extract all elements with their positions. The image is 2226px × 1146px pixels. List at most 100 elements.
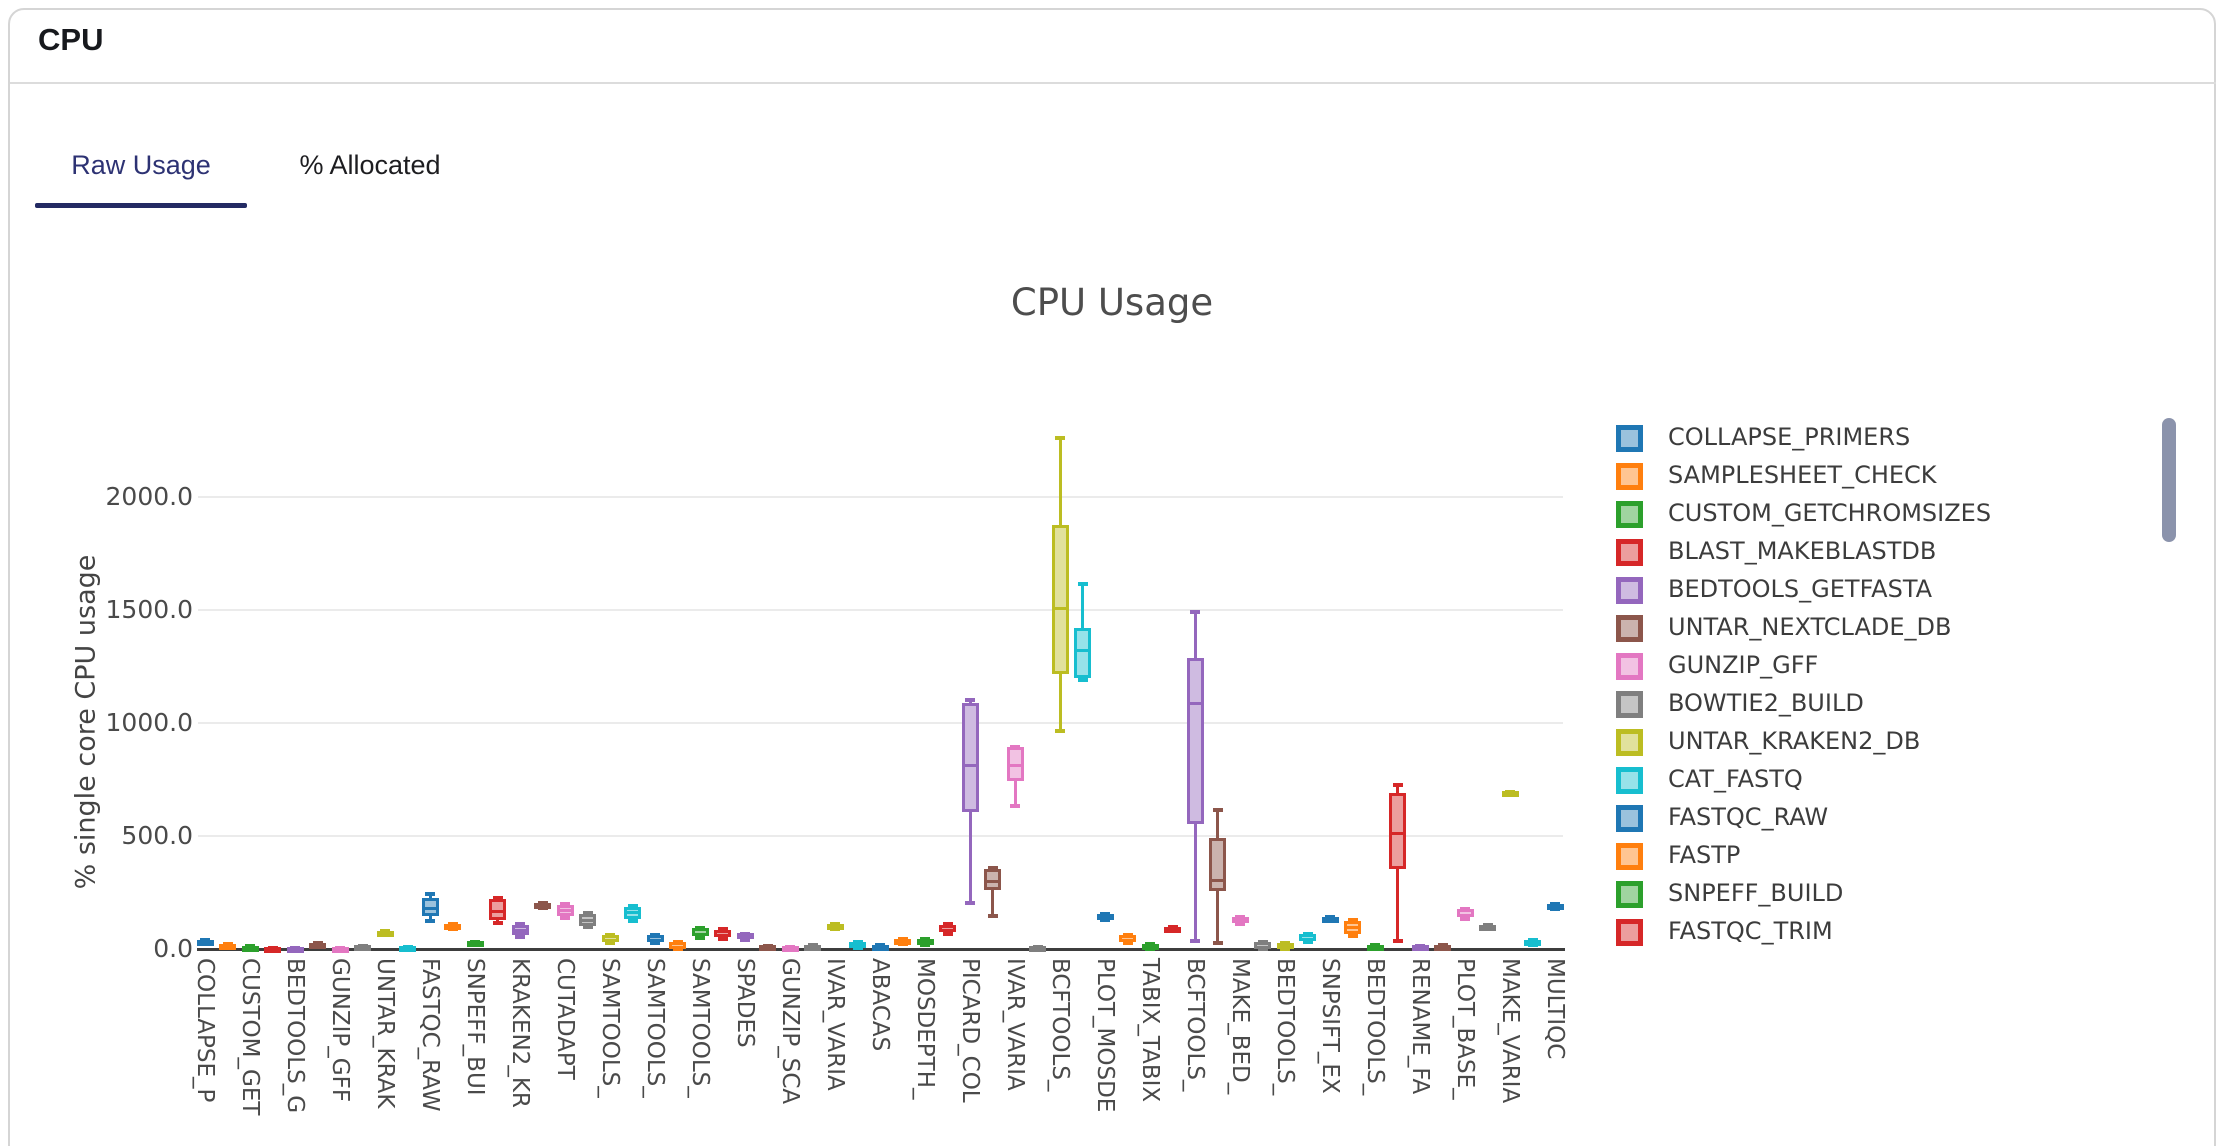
box-plot-box[interactable] — [1479, 924, 1497, 931]
box-plot-median — [1077, 649, 1089, 653]
tab-raw-usage[interactable]: Raw Usage — [71, 150, 211, 180]
box-plot-box[interactable] — [1434, 944, 1452, 951]
box-plot-box[interactable] — [1074, 627, 1092, 679]
box-plot-box[interactable] — [1209, 838, 1227, 891]
box-plot-whisker-cap — [1460, 906, 1471, 911]
box-plot-median — [1347, 926, 1359, 930]
box-plot-whisker-cap — [1077, 581, 1088, 586]
box-plot-box[interactable] — [219, 944, 237, 951]
x-tick-label: BCFTOOLS_ — [1182, 958, 1209, 1092]
box-plot-box[interactable] — [331, 947, 349, 954]
box-plot-whisker-cap — [1190, 609, 1201, 614]
box-plot-box[interactable] — [1389, 793, 1407, 869]
box-plot-box[interactable] — [691, 927, 709, 937]
box-plot-whisker-cap — [1392, 783, 1403, 788]
box-plot-box[interactable] — [1051, 525, 1069, 674]
box-plot-whisker-cap — [1235, 922, 1246, 927]
box-plot-whisker-cap — [1122, 941, 1133, 946]
x-tick-label: BEDTOOLS_G — [282, 958, 309, 1114]
box-plot-box[interactable] — [871, 944, 889, 951]
box-plot-box[interactable] — [376, 931, 394, 938]
box-plot-box[interactable] — [309, 942, 327, 949]
box-plot-box[interactable] — [1141, 944, 1159, 951]
box-plot-median — [1009, 763, 1021, 767]
box-plot-whisker-cap — [515, 934, 526, 939]
box-plot-median — [1054, 607, 1066, 611]
tab-percent-allocated[interactable]: % Allocated — [299, 150, 441, 180]
gridline — [198, 609, 1563, 611]
box-plot-box[interactable] — [1096, 914, 1114, 921]
x-tick-label: KRAKEN2_KR — [507, 958, 534, 1108]
box-plot-box[interactable] — [489, 898, 507, 920]
y-tick-label: 1000.0 — [105, 708, 193, 737]
box-plot-median — [559, 909, 571, 913]
box-plot-median — [1392, 831, 1404, 835]
legend-scrollbar-thumb[interactable] — [2162, 418, 2176, 542]
box-plot-box[interactable] — [1276, 943, 1294, 950]
box-plot-box[interactable] — [1524, 939, 1542, 946]
box-plot-whisker-cap — [965, 900, 976, 905]
box-plot-whisker-cap — [987, 865, 998, 870]
box-plot-box[interactable] — [961, 702, 979, 813]
box-plot-box[interactable] — [264, 947, 282, 954]
box-plot-box[interactable] — [1321, 916, 1339, 923]
legend-label: COLLAPSE_PRIMERS — [1668, 423, 1911, 451]
box-plot-box[interactable] — [669, 941, 687, 949]
x-tick-label: SAMTOOLS_ — [687, 958, 714, 1098]
box-plot-box[interactable] — [781, 946, 799, 953]
box-plot-box[interactable] — [241, 945, 259, 952]
box-plot-box[interactable] — [196, 939, 214, 946]
box-plot-whisker-cap — [965, 698, 976, 703]
box-plot-whisker-cap — [627, 904, 638, 909]
legend-swatch-icon — [1616, 577, 1643, 604]
box-plot-box[interactable] — [894, 938, 912, 945]
box-plot-box[interactable] — [1119, 935, 1137, 943]
box-plot-whisker-cap — [1190, 939, 1201, 944]
box-plot-box[interactable] — [444, 924, 462, 931]
box-plot-box[interactable] — [849, 941, 867, 948]
box-plot-box[interactable] — [646, 934, 664, 943]
box-plot-box[interactable] — [939, 924, 957, 933]
y-tick-label: 2000.0 — [105, 482, 193, 511]
box-plot-whisker-cap — [650, 932, 661, 937]
legend-swatch-icon — [1616, 729, 1643, 756]
box-plot-box[interactable] — [466, 941, 484, 948]
box-plot-whisker-cap — [492, 895, 503, 900]
box-plot-whisker-cap — [1212, 807, 1223, 812]
box-plot-box[interactable] — [534, 903, 552, 910]
box-plot-box[interactable] — [1186, 657, 1204, 825]
box-plot-whisker-cap — [425, 891, 436, 896]
box-plot-whisker-cap — [1212, 940, 1223, 945]
box-plot-box[interactable] — [1501, 791, 1519, 798]
box-plot-box[interactable] — [1366, 945, 1384, 952]
box-plot-whisker-cap — [1302, 939, 1313, 944]
box-plot-box[interactable] — [1254, 942, 1272, 949]
box-plot-whisker-cap — [717, 936, 728, 941]
box-plot-box[interactable] — [1411, 945, 1429, 952]
box-plot-median — [492, 909, 504, 913]
box-plot-box[interactable] — [916, 938, 934, 945]
x-tick-label: BEDTOOLS_ — [1272, 958, 1299, 1096]
x-tick-label: GUNZIP_SCA — [777, 958, 804, 1105]
box-plot-box[interactable] — [736, 933, 754, 940]
box-plot-box[interactable] — [354, 945, 372, 952]
box-plot-median — [964, 763, 976, 767]
box-plot-box[interactable] — [714, 929, 732, 938]
box-plot-box[interactable] — [1164, 926, 1182, 933]
box-plot-box[interactable] — [1456, 909, 1474, 918]
box-plot-box[interactable] — [1029, 946, 1047, 953]
box-plot-box[interactable] — [804, 944, 822, 951]
box-plot-box[interactable] — [984, 868, 1002, 891]
box-plot-box[interactable] — [286, 947, 304, 954]
legend-label: SNPEFF_BUILD — [1668, 879, 1844, 907]
box-plot-box[interactable] — [1546, 903, 1564, 910]
legend-label: FASTQC_TRIM — [1668, 917, 1833, 945]
box-plot-box[interactable] — [399, 946, 417, 953]
box-plot-box[interactable] — [1299, 934, 1317, 941]
legend-label: BEDTOOLS_GETFASTA — [1668, 575, 1933, 603]
box-plot-box[interactable] — [759, 945, 777, 952]
legend-swatch-icon — [1616, 501, 1643, 528]
box-plot-box[interactable] — [826, 924, 844, 931]
box-plot-box[interactable] — [1231, 916, 1249, 924]
box-plot-box[interactable] — [601, 934, 619, 943]
